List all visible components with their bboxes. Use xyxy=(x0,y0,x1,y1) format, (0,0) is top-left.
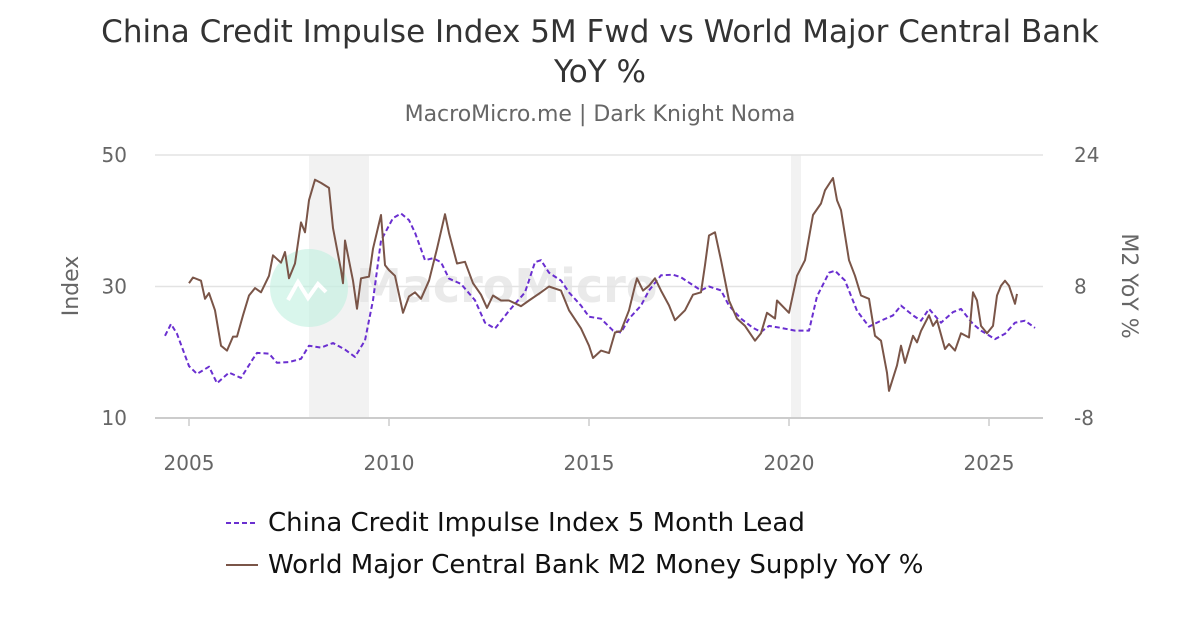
chart-title: China Credit Impulse Index 5M Fwd vs Wor… xyxy=(101,14,1099,90)
y-right-tick-label: 8 xyxy=(1074,275,1087,299)
series-m2-yoy xyxy=(188,177,1018,392)
watermark-logo-mark xyxy=(286,278,328,302)
x-tick-label: 2020 xyxy=(764,451,815,475)
chart-subtitle: MacroMicro.me | Dark Knight Noma xyxy=(404,102,796,127)
y-left-tick-label: 30 xyxy=(102,275,127,299)
x-tick-label: 2010 xyxy=(364,451,415,475)
legend-item-china[interactable]: China Credit Impulse Index 5 Month Lead xyxy=(226,508,805,538)
legend-label-m2: World Major Central Bank M2 Money Supply… xyxy=(268,550,924,580)
y-right-axis-label: M2 YoY % xyxy=(1116,233,1141,338)
y-left-tick-label: 10 xyxy=(102,406,127,430)
y-left-axis-label: Index xyxy=(59,256,84,317)
watermark-logo xyxy=(270,249,348,327)
chart-plot: 10 30 50 -8 8 24 2005 2010 2015 2020 2025 Index M2 Y… xyxy=(59,143,1141,475)
y-left-tick-label: 50 xyxy=(102,143,127,167)
y-right-tick-label: -8 xyxy=(1074,406,1094,430)
legend-label-china: China Credit Impulse Index 5 Month Lead xyxy=(268,508,805,538)
legend-item-m2[interactable]: World Major Central Bank M2 Money Supply… xyxy=(226,550,923,580)
legend-symbol-dashed xyxy=(226,522,258,524)
legend-symbol-solid xyxy=(226,564,258,566)
x-tick-label: 2025 xyxy=(964,451,1015,475)
y-right-tick-label: 24 xyxy=(1074,143,1099,167)
x-tick-label: 2005 xyxy=(164,451,215,475)
x-tick-label: 2015 xyxy=(564,451,615,475)
